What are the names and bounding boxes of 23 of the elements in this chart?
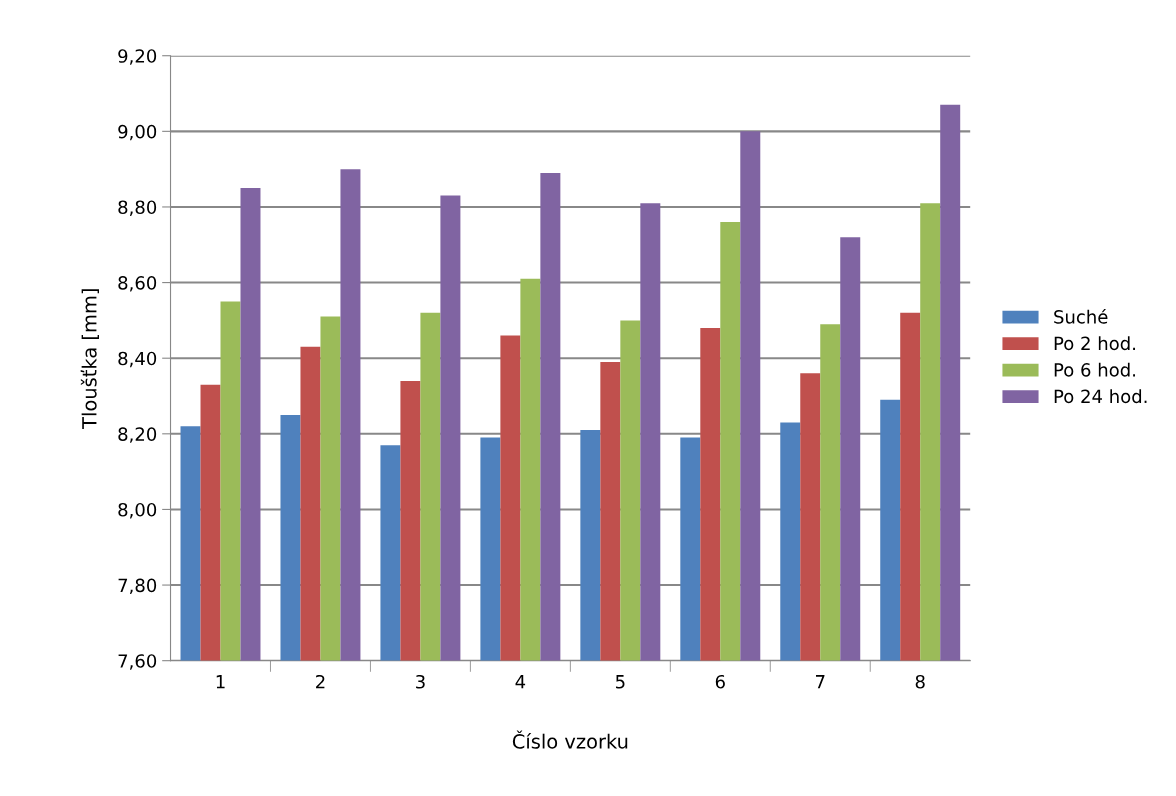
legend-label: Po 2 hod. (1054, 336, 1135, 351)
x-tick-label: 5 (615, 675, 625, 689)
y-tick-label: 9,20 (118, 49, 157, 65)
x-tick-label: 6 (715, 674, 725, 689)
y-tick-label: 8,00 (118, 502, 157, 519)
y-tick-label: 8,80 (118, 200, 157, 216)
legend-label: Po 24 hod. (1054, 389, 1147, 404)
x-axis-title: Číslo vzorku (512, 730, 628, 749)
x-tick-label: 4 (515, 675, 526, 689)
y-tick-label: 8,60 (118, 276, 157, 292)
x-tick-label: 3 (416, 674, 425, 689)
x-tick-label: 1 (216, 675, 225, 689)
x-tick-label: 7 (816, 675, 825, 689)
x-tick-label: 8 (915, 674, 925, 689)
y-tick-label: 7,80 (118, 578, 157, 595)
y-tick-label: 8,20 (118, 427, 157, 443)
y-tick-label: 7,60 (118, 654, 157, 670)
y-tick-label: 9,00 (118, 124, 157, 141)
legend-label: Suché (1054, 308, 1108, 324)
x-tick-label: 2 (316, 674, 325, 689)
y-axis-title: Tloušťka [mm] (80, 289, 99, 429)
y-tick-label: 8,40 (118, 351, 157, 368)
legend-label: Po 6 hod. (1054, 362, 1135, 377)
